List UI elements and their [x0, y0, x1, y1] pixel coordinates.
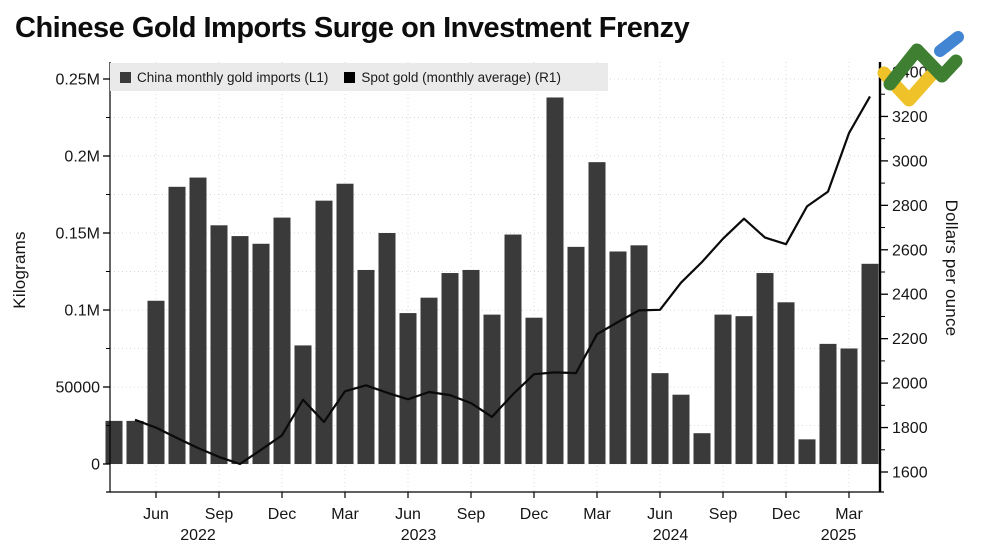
bar	[189, 177, 207, 464]
bar	[378, 233, 396, 464]
bar	[315, 200, 333, 464]
legend-swatch-imports	[120, 71, 131, 83]
left-tick-label: 50000	[56, 380, 101, 397]
month-tick-label: Sep	[457, 506, 486, 523]
month-tick-label: Jun	[395, 506, 421, 523]
legend-swatch-spot-gold	[344, 71, 356, 83]
year-tick-label: 2024	[653, 527, 689, 544]
bar	[672, 394, 690, 464]
right-tick-label: 1800	[892, 420, 928, 437]
bar	[525, 317, 543, 464]
month-tick-label: Jun	[647, 506, 673, 523]
month-tick-label: Dec	[772, 506, 800, 523]
bar	[546, 97, 564, 464]
right-tick-label: 2800	[892, 198, 928, 215]
month-tick-label: Sep	[205, 506, 234, 523]
bar	[819, 343, 837, 464]
bar	[231, 236, 249, 464]
left-axis-title: Kilograms	[10, 231, 29, 309]
right-tick-label: 3000	[892, 153, 928, 170]
bar	[777, 302, 795, 464]
chart-legend: China monthly gold imports (L1) Spot gol…	[110, 63, 608, 91]
bar	[483, 314, 501, 464]
spot-gold-line	[134, 95, 871, 466]
bar	[126, 420, 144, 464]
bar	[840, 348, 858, 464]
right-tick-label: 2600	[892, 242, 928, 259]
bar	[168, 186, 186, 465]
bar	[693, 433, 711, 464]
left-axis-ticks: 0 50000 0.1M 0.15M 0.2M 0.25M	[56, 72, 110, 474]
bar	[147, 300, 165, 464]
month-tick-label: Jun	[143, 506, 169, 523]
bar	[504, 234, 522, 464]
left-tick-label: 0.1M	[64, 303, 100, 320]
bar	[105, 420, 123, 464]
bar	[798, 439, 816, 464]
import-bars	[105, 97, 879, 465]
bar	[567, 246, 585, 464]
bar	[462, 269, 480, 464]
month-tick-label: Dec	[268, 506, 296, 523]
year-tick-label: 2025	[821, 527, 857, 544]
bar	[756, 273, 774, 464]
bar	[735, 316, 753, 464]
year-tick-label: 2022	[180, 527, 216, 544]
month-tick-label: Mar	[331, 506, 359, 523]
legend-label-imports: China monthly gold imports (L1)	[137, 69, 329, 85]
right-tick-label: 3400	[892, 65, 928, 82]
bar	[609, 251, 627, 464]
bar	[357, 269, 375, 464]
month-tick-label: Dec	[520, 506, 548, 523]
bar	[210, 225, 228, 464]
legend-item-spot-gold: Spot gold (monthly average) (R1)	[344, 70, 561, 85]
right-axis-title: Dollars per ounce	[942, 199, 961, 337]
year-tick-label: 2023	[401, 527, 437, 544]
left-tick-label: 0	[91, 457, 100, 474]
right-tick-label: 1600	[892, 465, 928, 482]
bar	[399, 313, 417, 464]
bar	[273, 217, 291, 464]
bar	[441, 273, 459, 464]
left-tick-label: 0.15M	[56, 226, 100, 243]
month-tick-label: Mar	[583, 506, 611, 523]
month-tick-label: Sep	[709, 506, 738, 523]
x-axis-labels: Jun Sep Dec Mar Jun Sep Dec Mar Jun Sep Dec Mar 2022…	[143, 492, 863, 544]
left-tick-label: 0.2M	[64, 149, 100, 166]
bar	[630, 245, 648, 464]
legend-label-spot-gold: Spot gold (monthly average) (R1)	[361, 69, 561, 85]
right-tick-label: 2000	[892, 376, 928, 393]
bar	[336, 183, 354, 464]
right-axis-ticks: 1600 1800 2000 2200 2400 2600 2800 3000 3200 3400	[880, 65, 928, 482]
right-tick-label: 2200	[892, 331, 928, 348]
bar	[420, 297, 438, 464]
spot-gold-series	[134, 95, 871, 466]
bar	[252, 243, 270, 464]
month-tick-label: Mar	[835, 506, 863, 523]
legend-item-imports: China monthly gold imports (L1)	[120, 70, 328, 85]
bar	[861, 263, 879, 464]
axes	[106, 62, 884, 493]
bar	[651, 373, 669, 464]
right-tick-label: 3200	[892, 109, 928, 126]
bar	[714, 314, 732, 464]
left-tick-label: 0.25M	[56, 72, 100, 89]
bar	[588, 162, 606, 464]
right-tick-label: 2400	[892, 287, 928, 304]
bar	[294, 345, 312, 464]
chart-title: Chinese Gold Imports Surge on Investment…	[15, 12, 690, 44]
